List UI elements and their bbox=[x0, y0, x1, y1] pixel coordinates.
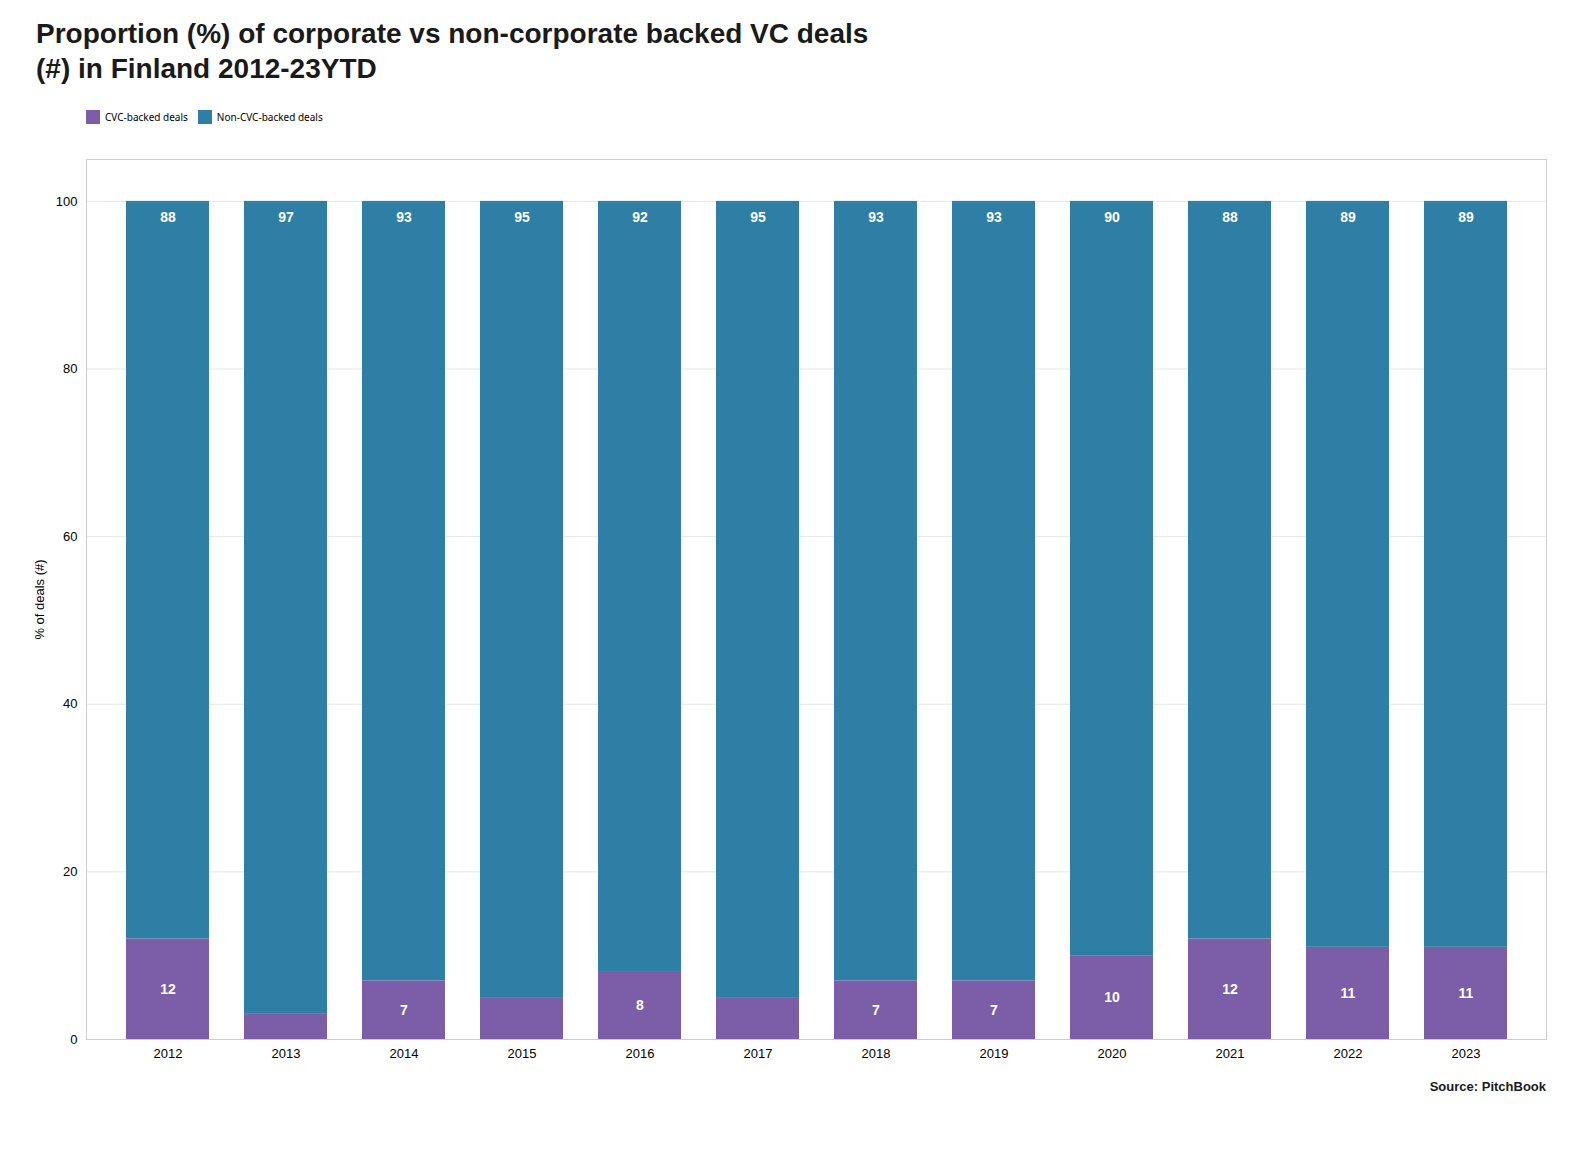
svg-text:2023: 2023 bbox=[1452, 1046, 1481, 1061]
svg-text:7: 7 bbox=[872, 1002, 880, 1018]
svg-text:2015: 2015 bbox=[508, 1046, 537, 1061]
svg-text:93: 93 bbox=[868, 209, 884, 225]
html-text:Non-CVC-backed deals: Non-CVC-backed deals bbox=[216, 109, 323, 124]
svg-text:11: 11 bbox=[1341, 985, 1356, 1001]
svg-text:2021: 2021 bbox=[1216, 1046, 1245, 1061]
svg-text:7: 7 bbox=[400, 1002, 408, 1018]
svg-text:60: 60 bbox=[63, 529, 77, 544]
svg-text:10: 10 bbox=[1104, 989, 1120, 1005]
svg-text:2019: 2019 bbox=[980, 1046, 1009, 1061]
svg-text:7: 7 bbox=[990, 1002, 998, 1018]
svg-text:2018: 2018 bbox=[862, 1046, 891, 1061]
svg-text:88: 88 bbox=[1222, 209, 1238, 225]
svg-text:2013: 2013 bbox=[272, 1046, 301, 1061]
svg-text:100: 100 bbox=[56, 194, 78, 209]
svg-text:93: 93 bbox=[986, 209, 1002, 225]
svg-text:40: 40 bbox=[63, 696, 77, 711]
svg-text:2020: 2020 bbox=[1098, 1046, 1127, 1061]
svg-text:% of deals (#): % of deals (#) bbox=[32, 559, 47, 639]
svg-text:11: 11 bbox=[1459, 985, 1474, 1001]
svg-text:0: 0 bbox=[70, 1032, 77, 1047]
svg-text:97: 97 bbox=[278, 209, 294, 225]
svg-text:80: 80 bbox=[63, 361, 77, 376]
svg-text:88: 88 bbox=[160, 209, 176, 225]
svg-text:89: 89 bbox=[1340, 209, 1356, 225]
svg-text:12: 12 bbox=[160, 981, 176, 997]
html-text:Proportion (%) of corporate vs: Proportion (%) of corporate vs non-corpo… bbox=[36, 18, 869, 84]
svg-text:20: 20 bbox=[63, 864, 77, 879]
svg-text:2014: 2014 bbox=[390, 1046, 419, 1061]
svg-text:95: 95 bbox=[514, 209, 530, 225]
svg-text:8: 8 bbox=[636, 997, 644, 1013]
html-text:CVC-backed deals: CVC-backed deals bbox=[105, 109, 188, 124]
html-text:Source: PitchBook: Source: PitchBook bbox=[1429, 1079, 1546, 1094]
svg-text:89: 89 bbox=[1458, 209, 1474, 225]
svg-text:2012: 2012 bbox=[154, 1046, 183, 1061]
svg-text:95: 95 bbox=[750, 209, 766, 225]
svg-text:2016: 2016 bbox=[626, 1046, 655, 1061]
svg-text:92: 92 bbox=[632, 209, 648, 225]
svg-text:12: 12 bbox=[1222, 981, 1238, 997]
svg-text:2017: 2017 bbox=[744, 1046, 773, 1061]
svg-text:90: 90 bbox=[1104, 209, 1120, 225]
svg-text:93: 93 bbox=[396, 209, 412, 225]
svg-text:2022: 2022 bbox=[1334, 1046, 1363, 1061]
